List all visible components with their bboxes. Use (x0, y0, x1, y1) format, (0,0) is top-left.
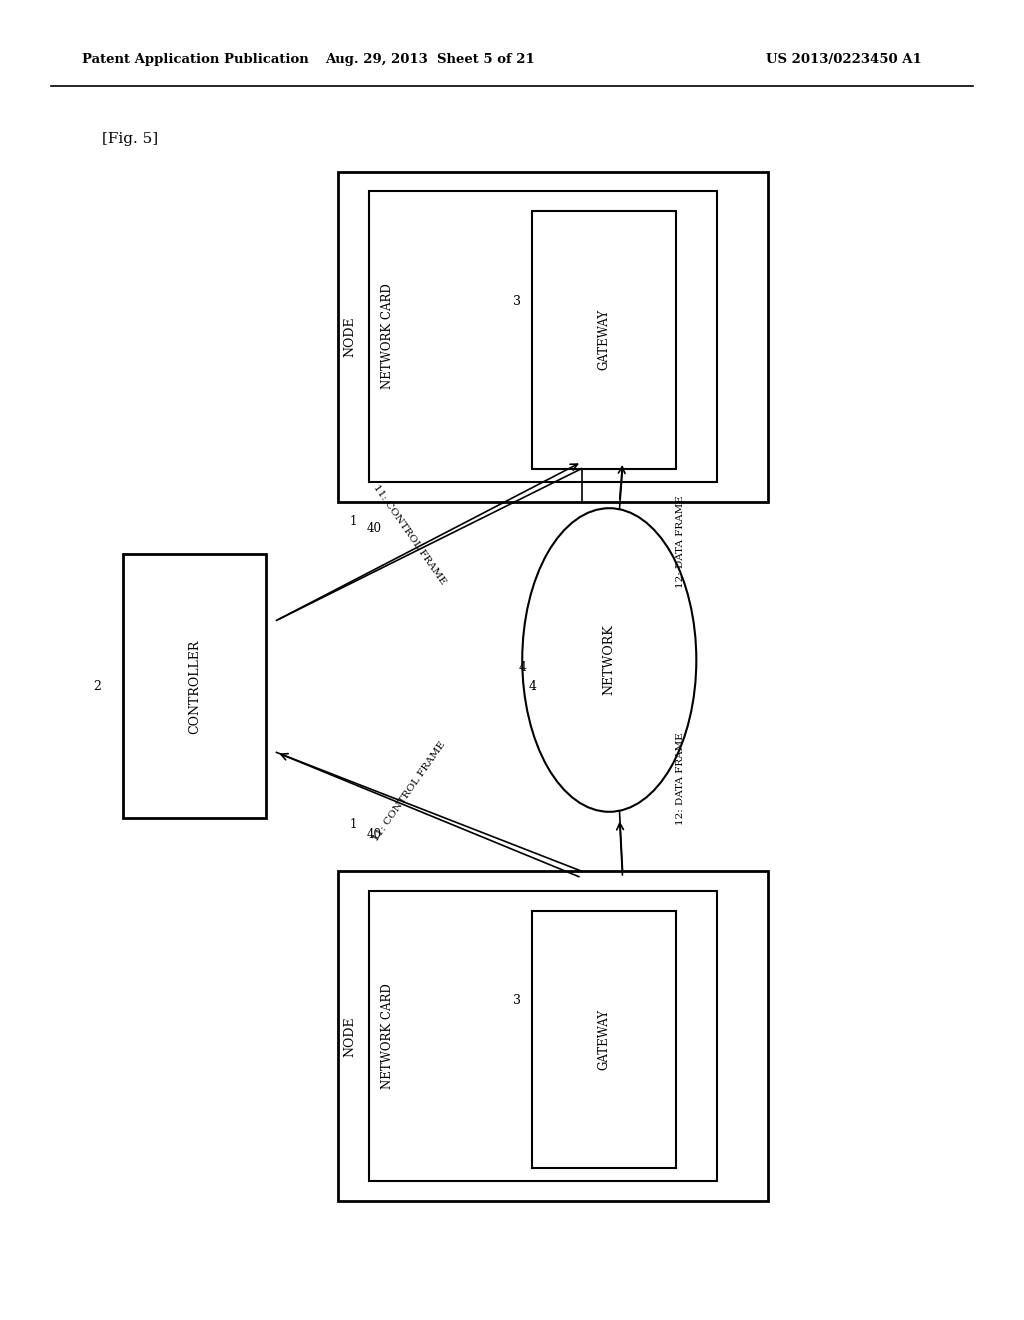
Bar (369, 891, 717, 1181)
Text: 4: 4 (518, 661, 526, 675)
Ellipse shape (522, 508, 696, 812)
Bar (123, 554, 266, 818)
Text: 3: 3 (513, 294, 521, 308)
Text: 11: CONTROL FRAME: 11: CONTROL FRAME (372, 741, 447, 843)
Text: 40: 40 (367, 521, 381, 535)
Text: Aug. 29, 2013  Sheet 5 of 21: Aug. 29, 2013 Sheet 5 of 21 (326, 53, 535, 66)
Text: 1: 1 (349, 818, 357, 832)
Bar (532, 211, 676, 469)
Text: 12: DATA FRAME: 12: DATA FRAME (677, 733, 685, 825)
Text: 3: 3 (513, 994, 521, 1007)
Text: [Fig. 5]: [Fig. 5] (102, 132, 159, 145)
Text: 1: 1 (349, 515, 357, 528)
Text: 11: CONTROL FRAME: 11: CONTROL FRAME (372, 483, 447, 586)
Text: GATEWAY: GATEWAY (598, 309, 610, 371)
Text: NODE: NODE (344, 317, 356, 356)
Bar (532, 911, 676, 1168)
Text: NETWORK CARD: NETWORK CARD (381, 284, 393, 389)
Text: 2: 2 (93, 680, 101, 693)
Text: CONTROLLER: CONTROLLER (188, 639, 201, 734)
Bar (338, 871, 768, 1201)
Text: GATEWAY: GATEWAY (598, 1008, 610, 1071)
Text: 4: 4 (528, 680, 537, 693)
Bar (338, 172, 768, 502)
Text: NETWORK CARD: NETWORK CARD (381, 983, 393, 1089)
Text: US 2013/0223450 A1: US 2013/0223450 A1 (766, 53, 922, 66)
Text: 12: DATA FRAME: 12: DATA FRAME (677, 495, 685, 587)
Text: Patent Application Publication: Patent Application Publication (82, 53, 308, 66)
Text: NODE: NODE (344, 1016, 356, 1056)
Text: NETWORK: NETWORK (603, 624, 615, 696)
Bar (369, 191, 717, 482)
Text: 40: 40 (367, 828, 381, 841)
